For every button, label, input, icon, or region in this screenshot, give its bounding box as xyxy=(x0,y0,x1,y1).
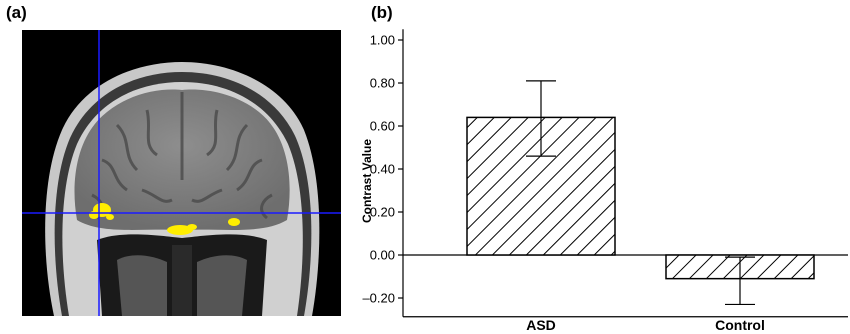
y-tick-label: 0.00 xyxy=(370,248,395,263)
panel-label-b: (b) xyxy=(371,3,393,22)
chart-ticks: –0.20 0.00 0.20 0.40 0.60 0.80 1.00 ASD Control xyxy=(362,33,764,334)
chart-bars xyxy=(466,80,815,306)
category-label: ASD xyxy=(526,317,556,333)
y-tick-label: 1.00 xyxy=(370,33,395,48)
y-tick-label: 0.20 xyxy=(370,205,395,220)
y-axis-title: Contrast Value xyxy=(360,139,374,223)
y-tick-label: 0.40 xyxy=(370,162,395,177)
mri-brain-image xyxy=(22,30,341,316)
y-tick-label: –0.20 xyxy=(362,291,395,306)
panel-label-a: (a) xyxy=(6,3,27,22)
category-label: Control xyxy=(715,317,765,333)
y-tick-label: 0.60 xyxy=(370,119,395,134)
y-tick-label: 0.80 xyxy=(370,76,395,91)
